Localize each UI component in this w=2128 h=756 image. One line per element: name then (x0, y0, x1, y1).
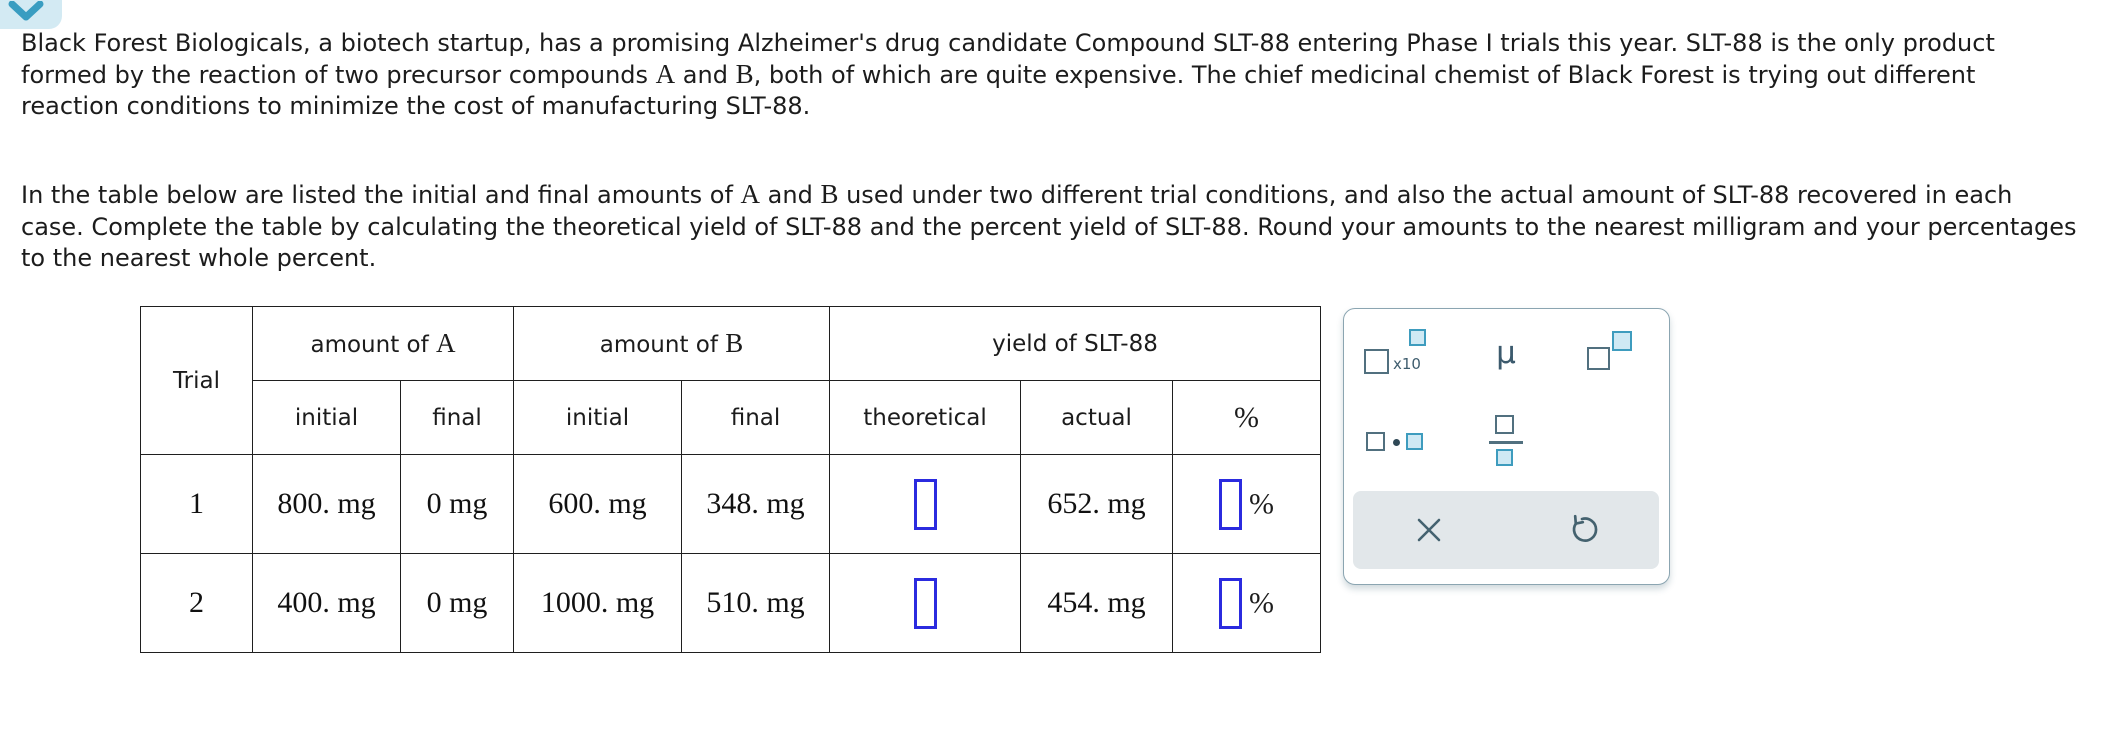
math-variable: A (655, 58, 676, 89)
subheader-a-initial: initial (252, 380, 401, 455)
subheader-actual: actual (1020, 380, 1173, 455)
scientific-notation-button[interactable]: x10 (1364, 329, 1434, 379)
b-initial-value: 1000. mg (513, 553, 682, 653)
palette-action-bar (1353, 491, 1659, 569)
percent-yield-input-trial-1[interactable] (1219, 478, 1242, 530)
clear-button[interactable] (1410, 511, 1448, 549)
theoretical-yield-cell (829, 454, 1021, 554)
percent-yield-cell: % (1172, 553, 1321, 653)
percent-suffix: % (1249, 586, 1274, 619)
multiply-dot-button[interactable] (1366, 432, 1426, 454)
compound-a-symbol: A (436, 327, 456, 358)
math-palette: x10 μ (1343, 308, 1670, 585)
problem-paragraph-1: Black Forest Biologicals, a biotech star… (21, 29, 1995, 120)
mu-button[interactable]: μ (1484, 331, 1528, 375)
trial-number: 1 (140, 454, 253, 554)
math-variable: B (735, 58, 754, 89)
a-final-value: 0 mg (400, 454, 514, 554)
compound-b-symbol: B (725, 327, 744, 358)
percent-suffix: % (1249, 487, 1274, 520)
a-initial-value: 400. mg (252, 553, 401, 653)
fraction-button[interactable] (1488, 415, 1524, 475)
a-initial-value: 800. mg (252, 454, 401, 554)
b-initial-value: 600. mg (513, 454, 682, 554)
subheader-b-final: final (681, 380, 830, 455)
math-variable: A (740, 179, 761, 209)
subheader-b-initial: initial (513, 380, 682, 455)
subheader-percent: % (1172, 380, 1321, 455)
yield-table: Trial amount of A amount of B yield of S… (140, 306, 1321, 653)
col-header-amount-a: amount of A (252, 306, 514, 381)
col-header-amount-b: amount of B (513, 306, 830, 381)
exponent-button[interactable] (1587, 331, 1639, 377)
chevron-down-icon (8, 1, 44, 21)
undo-icon (1572, 514, 1597, 542)
b-final-value: 510. mg (681, 553, 830, 653)
b-final-value: 348. mg (681, 454, 830, 554)
x-clear-icon (1417, 518, 1440, 542)
actual-yield-value: 652. mg (1020, 454, 1173, 554)
table-row-trial-2: 2 400. mg 0 mg 1000. mg 510. mg 454. mg … (140, 553, 1321, 653)
trial-number: 2 (140, 553, 253, 653)
collapse-toggle[interactable] (0, 0, 62, 29)
subheader-theoretical: theoretical (829, 380, 1021, 455)
mu-icon: μ (1496, 334, 1516, 371)
percent-yield-cell: % (1172, 454, 1321, 554)
a-final-value: 0 mg (400, 553, 514, 653)
theoretical-yield-cell (829, 553, 1021, 653)
actual-yield-value: 454. mg (1020, 553, 1173, 653)
percent-yield-input-trial-2[interactable] (1219, 577, 1242, 629)
table-row-trial-1: 1 800. mg 0 mg 600. mg 348. mg 652. mg % (140, 454, 1321, 554)
subheader-a-final: final (400, 380, 514, 455)
col-header-trial: Trial (140, 306, 253, 455)
math-variable: B (820, 179, 839, 209)
problem-paragraph-2: In the table below are listed the initia… (21, 179, 2077, 273)
col-header-yield: yield of SLT-88 (829, 306, 1321, 381)
undo-button[interactable] (1561, 509, 1603, 551)
theoretical-yield-input-trial-1[interactable] (913, 478, 937, 530)
theoretical-yield-input-trial-2[interactable] (913, 577, 937, 629)
